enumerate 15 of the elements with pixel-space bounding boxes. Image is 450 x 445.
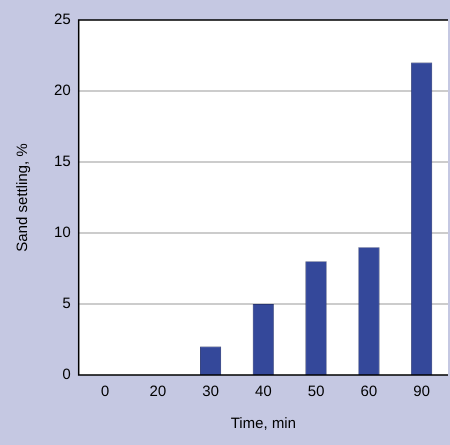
y-axis-title: Sand settling, %: [14, 143, 32, 252]
x-axis-title: Time, min: [230, 415, 296, 432]
x-tick-label: 0: [100, 383, 110, 400]
x-tick-label: 20: [149, 383, 166, 400]
y-tick-label: 0: [62, 366, 71, 384]
y-tick-label: 10: [54, 224, 71, 242]
x-tick-label: 50: [308, 383, 324, 400]
y-tick-label: 25: [54, 11, 71, 28]
x-tick-label: 60: [360, 383, 378, 400]
y-tick-label: 5: [62, 295, 71, 312]
y-tick-label: 20: [54, 82, 71, 100]
x-tick-label: 30: [202, 383, 219, 400]
x-tick-label: 40: [255, 383, 272, 400]
x-tick-label: 90: [413, 383, 430, 400]
y-tick-label: 15: [54, 153, 71, 170]
